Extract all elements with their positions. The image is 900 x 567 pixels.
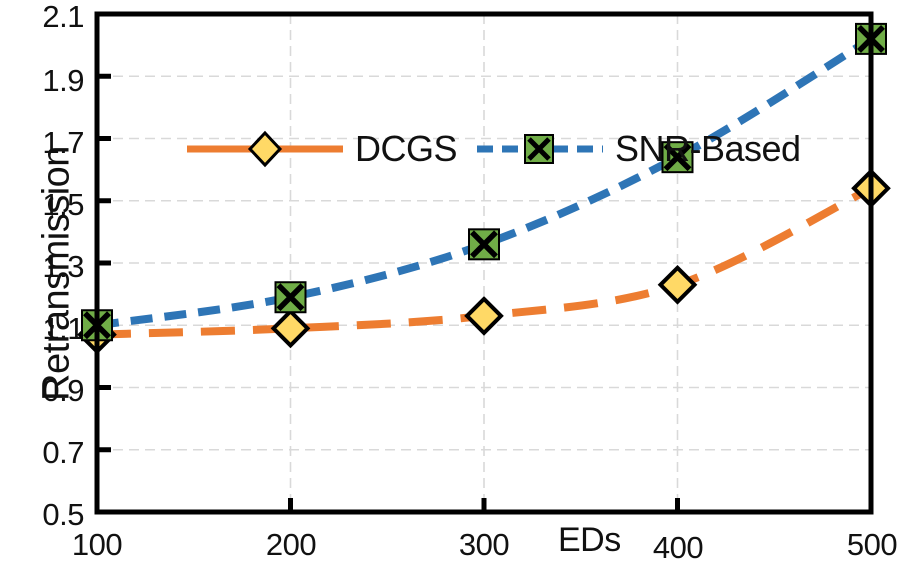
legend-entry-snr-based[interactable]: SNR-Based (475, 121, 801, 177)
data-point-dcgs[interactable] (270, 308, 311, 349)
y-axis-tick-label: 1.9 (42, 63, 84, 98)
chart-legend: DCGS SNR-Based (185, 121, 801, 177)
diamond-marker-icon (247, 130, 283, 168)
x-axis-title: EDs (558, 521, 621, 559)
gridlines (97, 14, 871, 512)
x-marker-icon (470, 230, 498, 259)
y-axis-tick-label: 0.5 (42, 497, 84, 532)
plot-svg (77, 11, 891, 515)
data-series-layer (77, 22, 891, 355)
legend-label-snr-based: SNR-Based (615, 128, 801, 169)
data-point-snr-based[interactable] (661, 141, 694, 174)
y-axis-tick-label: 1.5 (42, 187, 84, 222)
x-marker-icon (527, 137, 551, 161)
x-axis-tick-label: 400 (652, 530, 704, 565)
legend-entry-dcgs[interactable]: DCGS (185, 121, 458, 177)
y-axis-tick-label: 1.7 (42, 125, 84, 160)
data-point-dcgs[interactable] (657, 264, 698, 305)
diamond-marker-icon (270, 308, 311, 349)
x-axis-tick-label: 500 (846, 527, 898, 562)
x-marker-icon (276, 283, 305, 312)
legend-label-dcgs: DCGS (355, 128, 458, 169)
data-point-snr-based[interactable] (468, 228, 500, 261)
y-axis-tick-label: 1.3 (42, 249, 84, 284)
axis-frame (94, 11, 874, 515)
diamond-marker-icon (464, 296, 504, 336)
y-axis-tick-label: 2.1 (42, 0, 84, 34)
plot-border (94, 11, 874, 515)
x-axis-tick-label: 100 (71, 527, 123, 562)
data-point-snr-based[interactable] (274, 281, 307, 314)
legend-swatch-dcgs (187, 130, 343, 168)
y-axis-tick-label: 1.1 (42, 311, 84, 346)
x-axis-tick-label: 200 (265, 527, 317, 562)
legend-swatch-snr-based (477, 134, 603, 164)
diamond-marker-icon (657, 264, 698, 305)
x-marker-icon (663, 143, 692, 172)
x-axis-tick-label: 300 (458, 527, 510, 562)
data-point-dcgs[interactable] (464, 296, 504, 336)
y-axis-tick-label: 0.9 (42, 373, 84, 408)
series-line-snr-based (96, 35, 874, 330)
plot-area (77, 11, 891, 515)
y-axis-tick-label: 0.7 (42, 435, 84, 470)
